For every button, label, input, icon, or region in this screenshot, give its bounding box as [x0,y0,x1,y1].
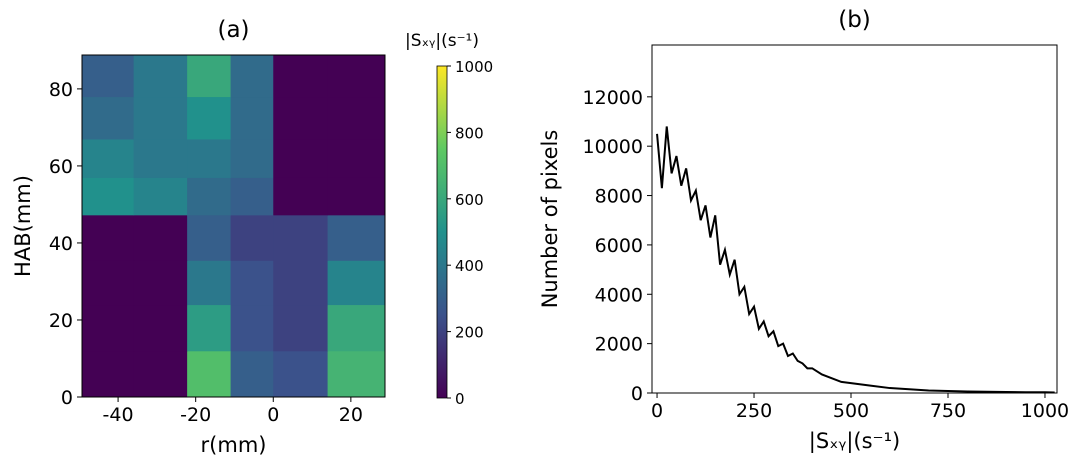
y-tick-label: 60 [49,156,73,178]
heatmap-cell [327,55,386,98]
colorbar-tick-label: 200 [455,324,484,342]
heatmap-cell [327,260,386,306]
heatmap-cell [82,55,135,98]
y-tick-label: 20 [49,310,73,332]
chart-title: (b) [838,7,871,33]
heatmap-cell [327,96,386,140]
heatmap-cell [230,96,274,140]
y-tick-label: 0 [631,383,643,405]
colorbar-tick-label: 800 [455,124,484,142]
heatmap-cell [82,214,135,261]
heatmap-cell [230,214,274,261]
heatmap-cell [273,304,329,352]
colorbar-tick-label: 400 [455,257,484,275]
heatmap-cell [82,350,135,398]
data-line [656,126,1055,394]
colorbar [436,65,448,399]
heatmap-cell [273,260,329,306]
heatmap-cell [230,55,274,98]
y-tick-label: 0 [61,387,73,409]
heatmap-cell [327,304,386,352]
heatmap-cell [82,177,135,216]
x-tick-label: 750 [930,400,966,422]
heatmap-cell [230,177,274,216]
heatmap-cell [273,214,329,261]
heatmap-cell [273,96,329,140]
heatmap-cell [133,304,188,352]
y-tick-label: 80 [49,79,73,101]
x-tick-label: -20 [180,404,211,426]
heatmap-cell [327,214,386,261]
heatmap-cell [273,138,329,178]
y-axis-label: Number of pixels [538,130,562,309]
x-axis-label: |Sₓᵧ|(s⁻¹) [809,429,900,454]
heatmap-cell [133,214,188,261]
heatmap-cell [133,96,188,140]
y-axis-label: HAB(mm) [11,175,35,277]
colorbar-tick-label: 0 [455,390,465,408]
heatmap-cell [187,260,232,306]
heatmap-cell [82,96,135,140]
heatmap-cell [273,177,329,216]
heatmap-cell [230,350,274,398]
x-tick-label: -40 [103,404,134,426]
heatmap-cell [187,55,232,98]
heatmap-cell [133,260,188,306]
y-tick-label: 10000 [583,136,643,158]
heatmap-cell [327,138,386,178]
x-tick-label: 250 [736,400,772,422]
heatmap-cell [187,214,232,261]
heatmap-cell [230,138,274,178]
x-axis-label: r(mm) [201,433,267,457]
heatmap-cell [133,138,188,178]
x-tick-label: 0 [267,404,279,426]
colorbar-label: |Sₓᵧ|(s⁻¹) [405,31,479,51]
x-tick-label: 20 [339,404,363,426]
y-tick-label: 12000 [583,87,643,109]
y-tick-label: 2000 [595,334,643,356]
heatmap-cell [133,55,188,98]
heatmap-cell [230,260,274,306]
heatmap-cell [327,350,386,398]
heatmap-cell [187,304,232,352]
heatmap-cell [133,177,188,216]
y-tick-label: 6000 [595,235,643,257]
x-tick-label: 0 [651,400,663,422]
colorbar-tick-label: 1000 [455,58,493,76]
y-tick-label: 4000 [595,284,643,306]
heatmap-cell [273,55,329,98]
heatmap-cell [230,304,274,352]
heatmap-cell [82,304,135,352]
colorbar-tick-label: 600 [455,191,484,209]
y-tick-label: 40 [49,233,73,255]
x-tick-label: 500 [833,400,869,422]
heatmap-cell [327,177,386,216]
x-tick-label: 1000 [1021,400,1069,422]
heatmap-cell [133,350,188,398]
heatmap-cell [82,260,135,306]
heatmap-cell [187,350,232,398]
chart-title: (a) [217,17,249,43]
heatmap-cell [187,96,232,140]
plot-frame [81,54,386,398]
heatmap-cell [273,350,329,398]
heatmap-cell [187,177,232,216]
plot-frame [651,44,1058,394]
heatmap-cell [187,138,232,178]
heatmap-cell [82,138,135,178]
y-tick-label: 8000 [595,186,643,208]
